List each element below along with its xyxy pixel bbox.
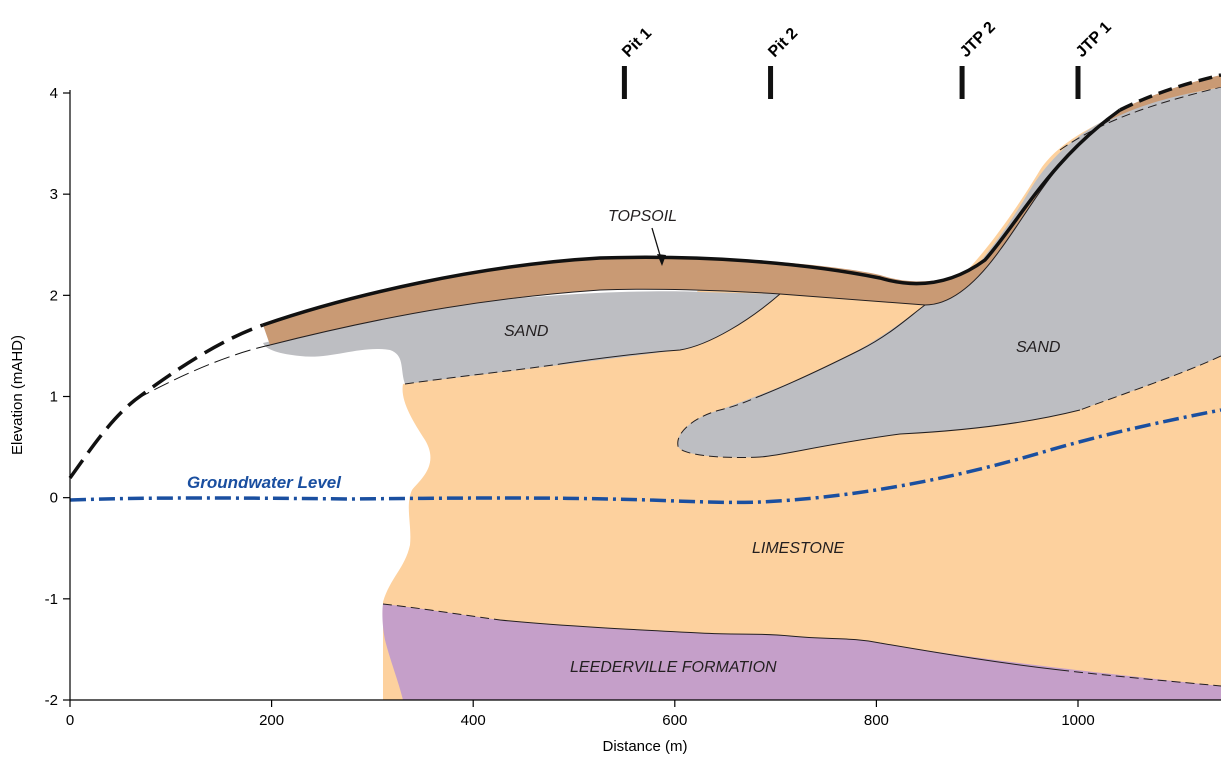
y-tick-label: 3 [50, 186, 58, 203]
y-axis-title: Elevation (mAHD) [9, 335, 26, 455]
borehole-label: JTP 2 [957, 19, 999, 61]
y-tick-label: 4 [50, 85, 58, 102]
x-tick-label: 200 [259, 712, 284, 729]
y-axis-ticks: 4 3 2 1 0 -1 -2 [45, 85, 70, 709]
sand-right-upper-contact [759, 304, 926, 397]
sand-right-tip-contact [677, 395, 761, 458]
topsoil-unit [263, 75, 1221, 345]
leederville-formation-unit [382, 604, 1221, 700]
topsoil-leader-arrowhead [657, 254, 666, 266]
borehole-marker [1075, 66, 1081, 99]
x-tick-label: 400 [461, 712, 486, 729]
sand-right-unit [677, 87, 1221, 458]
sand-left-unit [263, 291, 780, 384]
sand-right-label: SAND [1016, 339, 1061, 356]
y-tick-label: 2 [50, 287, 58, 304]
borehole-markers: Pit 1 Pit 2 JTP 2 JTP 1 [619, 19, 1115, 99]
sand-right-base-contact [1079, 355, 1221, 411]
y-tick-label: 0 [50, 490, 58, 507]
leederville-top-contact-solid [499, 619, 1061, 671]
groundwater-level-line [69, 408, 1221, 505]
y-tick-label: -2 [45, 692, 58, 709]
x-tick-label: 0 [66, 712, 74, 729]
sand-left-label: SAND [504, 323, 549, 340]
sand-left-base-contact-solid [559, 293, 781, 365]
borehole-marker [768, 66, 774, 99]
topsoil-label: TOPSOIL [608, 208, 677, 225]
limestone-label: LIMESTONE [752, 540, 845, 557]
sand-left-base-contact [404, 363, 561, 385]
borehole-label: Pit 2 [765, 25, 801, 61]
ground-surface-line [262, 108, 1122, 327]
y-tick-label: 1 [50, 389, 58, 406]
x-tick-label: 800 [864, 712, 889, 729]
topsoil-base-contact [269, 288, 926, 346]
borehole-label: Pit 1 [619, 25, 655, 61]
x-axis-ticks: 0 200 400 600 800 1000 [66, 700, 1095, 729]
sand-right-base-contact-solid [759, 409, 1081, 458]
borehole-marker [959, 66, 965, 99]
x-tick-label: 600 [662, 712, 687, 729]
ground-surface-inferred-left [68, 323, 264, 480]
x-tick-label: 1000 [1061, 712, 1094, 729]
borehole-label: JTP 1 [1073, 19, 1115, 61]
leederville-formation-label: LEEDERVILLE FORMATION [570, 659, 777, 676]
y-tick-label: -1 [45, 591, 58, 608]
leederville-top-contact [382, 603, 501, 621]
sand-inferred-left-contact [134, 344, 271, 401]
sand-right-top-dashed [1059, 86, 1221, 151]
groundwater-level-label: Groundwater Level [187, 473, 342, 492]
x-axis-title: Distance (m) [602, 738, 687, 755]
leederville-top-contact-dashed-right [1059, 669, 1221, 687]
borehole-marker [621, 66, 627, 99]
